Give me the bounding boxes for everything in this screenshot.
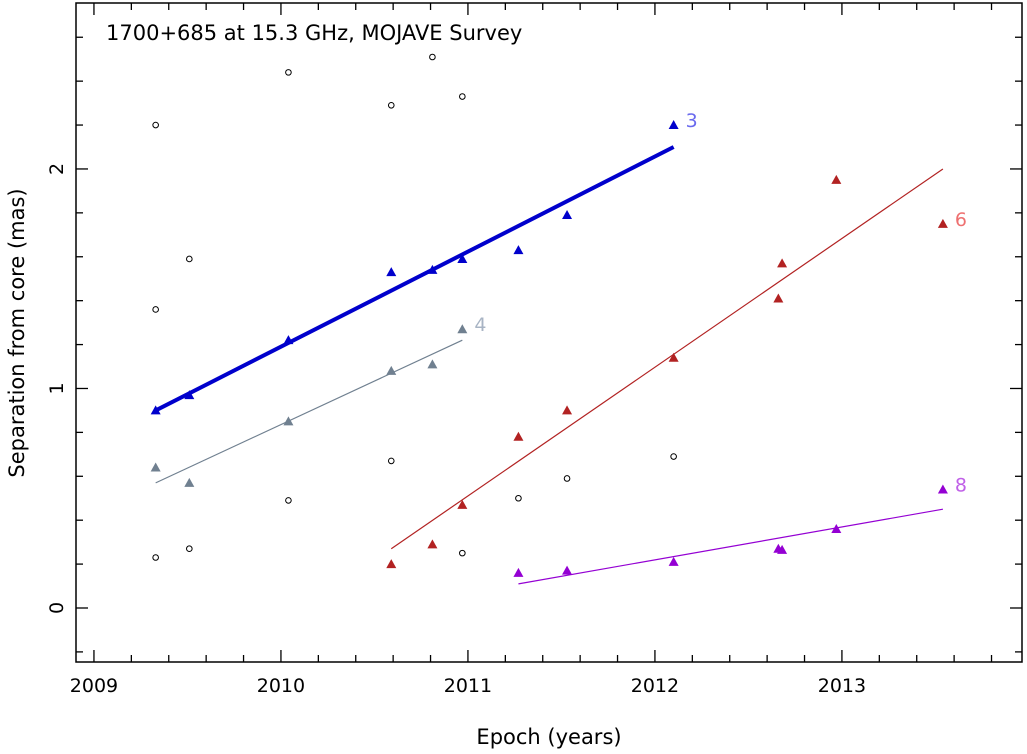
- triangle-point-6: [427, 539, 438, 549]
- triangle-point-6: [457, 499, 468, 509]
- triangle-point-3: [562, 210, 573, 220]
- triangle-point-6: [937, 218, 948, 228]
- component-label-4: 4: [474, 314, 486, 336]
- open-circle-point: [429, 53, 436, 61]
- triangle-point-6: [831, 174, 842, 184]
- triangle-point-6: [562, 405, 573, 415]
- open-circle-point: [152, 306, 159, 313]
- x-tick-label: 2012: [631, 675, 679, 697]
- triangle-point-4: [184, 477, 195, 487]
- data-points: [150, 53, 948, 577]
- y-tick-label: 2: [46, 163, 68, 175]
- component-label-3: 3: [686, 110, 698, 132]
- y-tick-label: 1: [46, 382, 68, 394]
- triangle-point-4: [457, 324, 468, 334]
- triangle-point-3: [513, 245, 524, 255]
- fit-line-3: [154, 145, 675, 413]
- open-circle-point: [563, 475, 571, 482]
- fit-lines: [154, 145, 944, 585]
- triangle-point-6: [777, 258, 788, 268]
- open-circle-point: [459, 93, 466, 100]
- component-label-6: 6: [955, 209, 967, 231]
- triangle-point-8: [668, 556, 679, 566]
- open-circle-point: [186, 545, 193, 553]
- triangle-point-3: [668, 120, 679, 130]
- open-circle-point: [152, 121, 159, 129]
- fit-line-6: [390, 168, 944, 550]
- triangle-point-3: [457, 253, 468, 263]
- x-tick-label: 2011: [444, 675, 492, 697]
- y-axis-label: Separation from core (mas): [5, 188, 29, 477]
- axis-ticks: [76, 3, 1022, 662]
- x-tick-label: 2009: [70, 675, 118, 697]
- triangle-point-3: [150, 405, 161, 415]
- open-circle-point: [387, 457, 395, 465]
- plot-frame: [75, 2, 1023, 663]
- x-axis-label: Epoch (years): [476, 725, 621, 749]
- x-tick-label: 2013: [818, 675, 866, 697]
- triangle-point-8: [831, 523, 842, 533]
- triangle-point-3: [184, 390, 195, 400]
- open-circle-point: [285, 497, 292, 504]
- triangle-point-3: [386, 267, 397, 277]
- chart-title: 1700+685 at 15.3 GHz, MOJAVE Survey: [106, 21, 522, 45]
- triangle-point-6: [386, 559, 397, 569]
- open-circle-point: [152, 554, 159, 561]
- x-tick-label: 2010: [257, 675, 305, 697]
- triangle-point-3: [283, 335, 294, 345]
- open-circle-point: [186, 255, 193, 263]
- triangle-point-4: [386, 365, 397, 375]
- open-circle-point: [515, 494, 522, 502]
- triangle-point-4: [150, 462, 161, 472]
- triangle-point-6: [668, 352, 679, 362]
- fit-line-8: [518, 508, 944, 585]
- y-tick-label: 0: [46, 602, 68, 614]
- triangle-point-8: [513, 567, 524, 577]
- triangle-point-8: [562, 565, 573, 575]
- triangle-point-4: [283, 416, 294, 426]
- open-circle-point: [285, 69, 292, 76]
- triangle-point-6: [773, 293, 784, 303]
- open-circle-point: [670, 453, 677, 460]
- open-circle-point: [459, 549, 466, 557]
- component-label-8: 8: [955, 474, 967, 496]
- tick-labels: 2009 2010 2011 2012 2013 0 1 2 3 4 6 8: [46, 110, 967, 697]
- triangle-point-8: [777, 544, 788, 554]
- fit-line-4: [155, 339, 463, 484]
- triangle-point-3: [427, 264, 438, 274]
- triangle-point-6: [513, 431, 524, 441]
- triangle-point-8: [937, 484, 948, 494]
- open-circle-point: [387, 101, 395, 109]
- triangle-point-4: [427, 359, 438, 369]
